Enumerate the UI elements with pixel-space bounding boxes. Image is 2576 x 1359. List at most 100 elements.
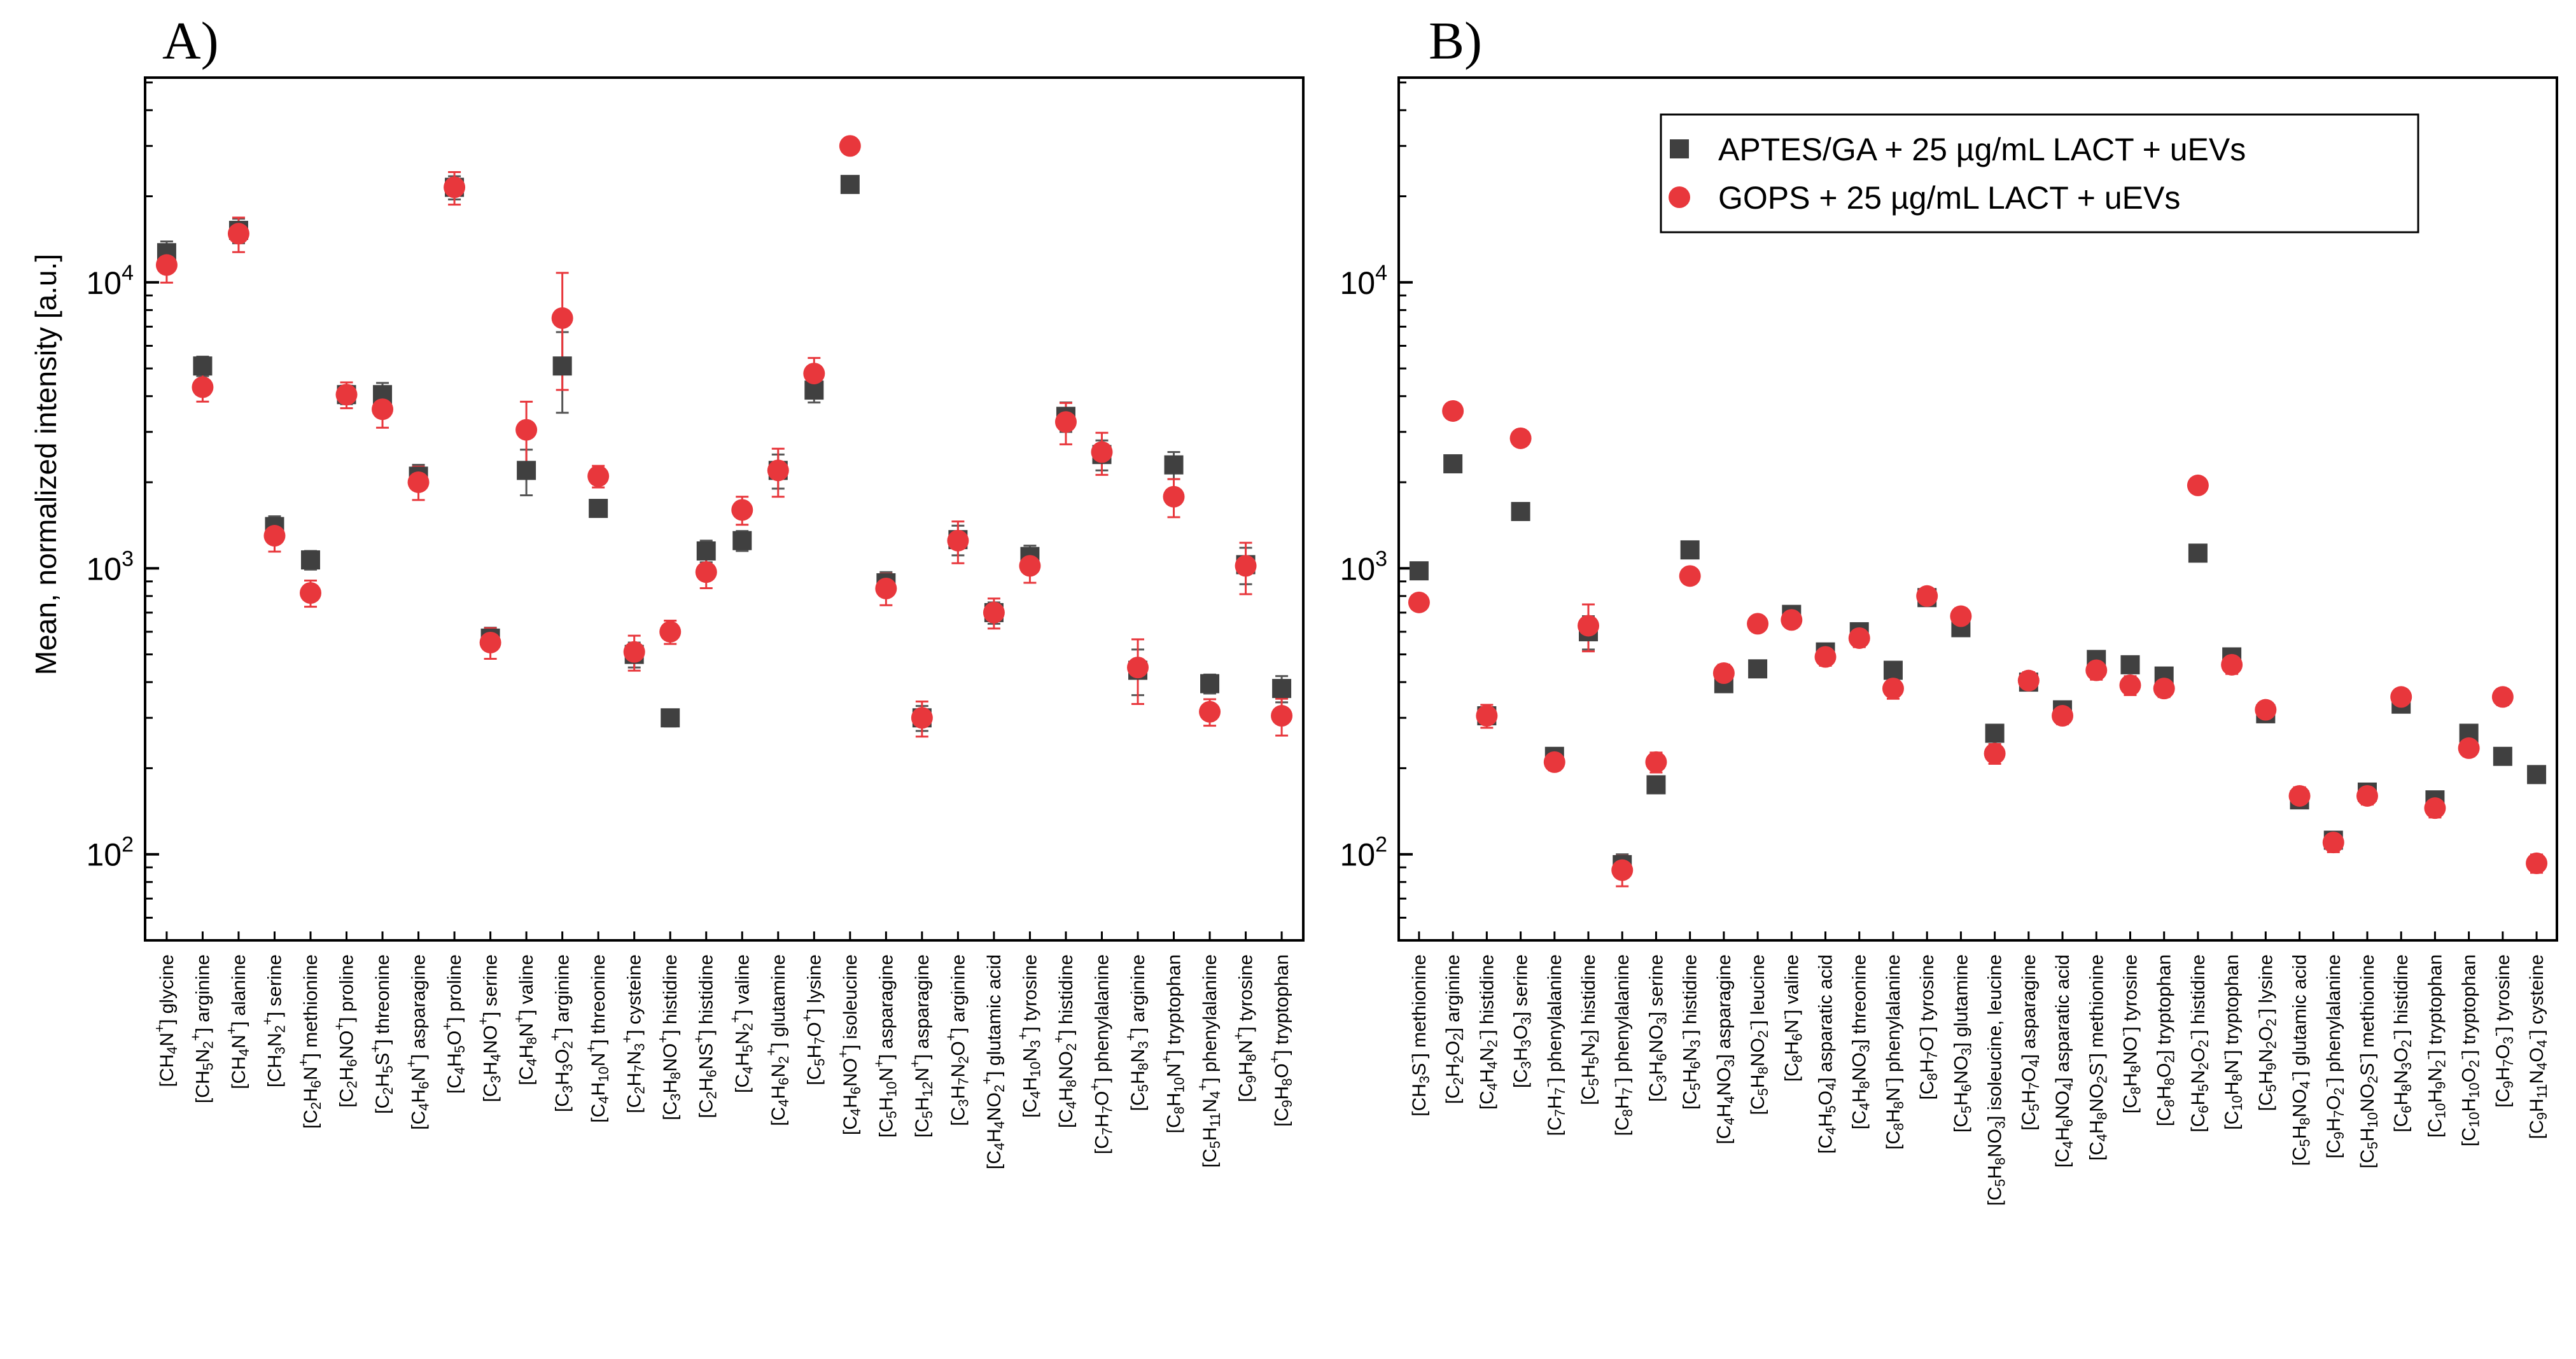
data-point-gops: [1848, 627, 1870, 649]
x-category-label: [C4H8NO2S-] methionine: [2081, 954, 2110, 1160]
x-category-label: [CH3N2+] serine: [259, 954, 288, 1087]
panel-b-plot: 102 103 104 [CH3S-] methionine [C2H2O2] argi…: [1340, 76, 2558, 1206]
data-point-gops: [1950, 605, 1972, 627]
x-category-label: [C5H8NO2-] leucine: [1742, 954, 1771, 1115]
x-category-label: [C2H7N3+] cysteine: [619, 954, 648, 1113]
data-point-gops: [1781, 609, 1803, 631]
data-point-gops: [731, 499, 753, 521]
data-point-gops: [2458, 737, 2480, 759]
data-point-aptes: [2188, 543, 2208, 563]
x-category-label: [C2H6N+] methionine: [295, 954, 324, 1129]
data-point-aptes: [552, 356, 572, 376]
x-category-label: [C8H7-] phenylalanine: [1607, 954, 1635, 1136]
data-point-gops: [335, 384, 358, 406]
data-point-gops: [192, 376, 214, 398]
x-category-label: [CH5N2+] arginine: [187, 954, 216, 1103]
legend-label-aptes: APTES/GA + 25 µg/mL LACT + uEVs: [1718, 132, 2246, 167]
data-point-gops: [1476, 705, 1498, 727]
x-category-label: [C9H8O+] tryptophan: [1266, 954, 1295, 1127]
x-category-label: [C8H7O-] tyrosine: [1912, 954, 1940, 1100]
x-category-label: [C8H10N+] tryptophan: [1159, 954, 1187, 1133]
data-point-gops: [1712, 662, 1735, 684]
data-point-gops: [227, 223, 249, 245]
data-point-gops: [444, 176, 466, 199]
data-point-aptes: [589, 499, 608, 519]
data-point-aptes: [2120, 655, 2140, 674]
x-category-label: [C4H10N3+] tyrosine: [1014, 954, 1043, 1118]
x-category-label: [C8H8NO-] tyrosine: [2115, 954, 2143, 1113]
data-point-aptes: [840, 174, 860, 194]
panel-b-label: B): [1429, 11, 1482, 71]
data-point-gops: [2255, 699, 2277, 721]
data-point-gops: [2153, 678, 2175, 700]
x-category-label: [C5H8N3+] arginine: [1123, 954, 1151, 1111]
data-point-aptes: [1272, 679, 1292, 699]
legend-box: [1660, 113, 2419, 233]
data-point-gops: [623, 641, 645, 663]
data-point-gops: [2017, 669, 2040, 692]
x-category-label: [C5H6NO3] glutamine: [1950, 954, 1974, 1132]
data-point-aptes: [1409, 561, 1429, 581]
data-point-gops: [1611, 859, 1634, 881]
x-category-label: [C4H6N+] asparagine: [403, 954, 432, 1130]
data-point-gops: [2085, 659, 2108, 681]
legend-marker-gops: [1669, 186, 1690, 208]
x-category-label: [C8H8N-] phenylalanine: [1878, 954, 1907, 1150]
data-point-gops: [1199, 700, 1221, 723]
data-point-gops: [2322, 832, 2344, 854]
data-point-gops: [695, 561, 717, 583]
x-category-label: [C7H7O+] phenylalanine: [1086, 954, 1115, 1154]
data-point-gops: [2491, 686, 2514, 708]
x-category-label: [C4H8N+] valine: [511, 954, 540, 1085]
data-point-gops: [1578, 615, 1600, 637]
x-category-label: [C9H7O2-] phenylalanine: [2318, 954, 2347, 1159]
plot-frame: [144, 76, 1305, 942]
data-point-gops: [983, 601, 1005, 624]
data-point-gops: [372, 398, 394, 421]
x-category-label: [C10H9N2-] tryptophan: [2419, 954, 2448, 1138]
data-point-aptes: [1443, 454, 1463, 473]
x-category-label: [C5H12N+] asparagine: [907, 954, 935, 1138]
x-category-label: [C3H4NO+] serine: [475, 954, 504, 1102]
data-point-aptes: [661, 708, 680, 728]
y-tick-label: 103: [86, 547, 134, 587]
x-category-label: [C4H8NO3] threonine: [1849, 954, 1873, 1129]
data-point-aptes: [732, 531, 752, 550]
x-category-label: [C4H5O4] asparatic acid: [1816, 954, 1839, 1154]
data-point-gops: [1747, 613, 1769, 635]
data-point-aptes: [2493, 746, 2512, 766]
data-point-gops: [551, 307, 573, 329]
data-point-aptes: [1883, 660, 1903, 680]
x-category-label: [C2H6NO+] proline: [332, 954, 360, 1108]
y-tick-label: 104: [86, 261, 134, 301]
data-point-gops: [1509, 427, 1532, 449]
data-point-gops: [155, 254, 178, 276]
data-point-gops: [1882, 678, 1904, 700]
y-axis-title: Mean, normalized intensity [a.u.]: [29, 254, 62, 675]
x-category-label: [C4H5N2+] valine: [727, 954, 755, 1093]
x-category-label: [C4H10N+] threonine: [583, 954, 612, 1123]
y-tick-label: 102: [86, 833, 134, 873]
data-point-gops: [659, 620, 682, 643]
data-point-gops: [839, 135, 861, 157]
data-point-gops: [947, 529, 969, 552]
data-point-gops: [1916, 585, 1938, 607]
x-category-label: [C10H8N-] tryptophan: [2216, 954, 2245, 1130]
data-point-gops: [767, 459, 789, 482]
x-category-label: [C3H8NO+] histidine: [655, 954, 683, 1120]
x-category-label: [C5H8NO4-] glutamic acid: [2285, 954, 2313, 1166]
x-category-label: [CH3S-] methionine: [1404, 954, 1432, 1117]
data-point-gops: [1814, 646, 1837, 668]
x-category-label: [C2H2O2] arginine: [1443, 954, 1466, 1104]
y-tick-label: 104: [1340, 261, 1387, 301]
y-tick-label: 102: [1340, 833, 1387, 873]
data-point-aptes: [193, 356, 213, 376]
data-point-gops: [1679, 565, 1701, 587]
x-category-label: [C3H3O2+] arginine: [547, 954, 576, 1112]
data-point-gops: [1127, 657, 1149, 679]
x-category-label: [C5H8NO3] isoleucine, leucine: [1985, 954, 2008, 1206]
x-category-label: [C9H11N4O4-] cysteine: [2521, 954, 2550, 1139]
x-category-label: [C9H7O3-] tyrosine: [2488, 954, 2516, 1108]
data-point-gops: [875, 577, 897, 599]
data-point-aptes: [1200, 674, 1220, 693]
